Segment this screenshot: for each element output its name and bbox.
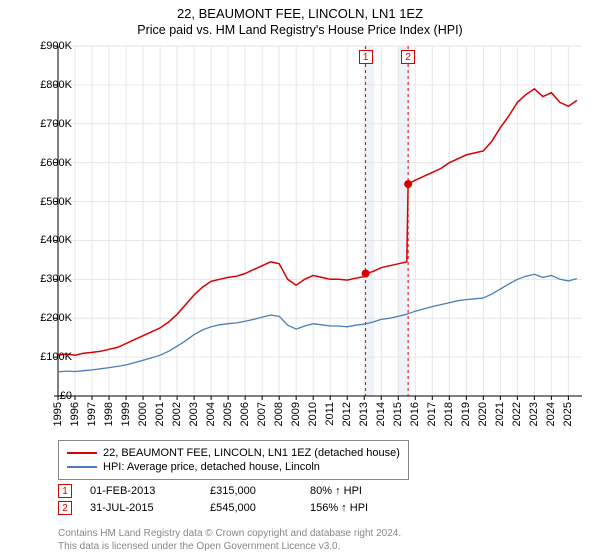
x-tick-label: 2019	[460, 402, 472, 426]
sale-price: £545,000	[210, 502, 310, 514]
x-tick-label: 2017	[426, 402, 438, 426]
x-tick-label: 2008	[273, 402, 285, 426]
x-tick-label: 2004	[205, 402, 217, 426]
x-tick-label: 2020	[477, 402, 489, 426]
legend: 22, BEAUMONT FEE, LINCOLN, LN1 1EZ (deta…	[58, 440, 409, 480]
legend-swatch	[67, 466, 97, 468]
x-tick-label: 2014	[375, 402, 387, 426]
legend-item: 22, BEAUMONT FEE, LINCOLN, LN1 1EZ (deta…	[67, 447, 400, 459]
y-tick-label: £500K	[40, 196, 72, 208]
x-tick-label: 2002	[171, 402, 183, 426]
x-tick-label: 2003	[188, 402, 200, 426]
x-tick-label: 2018	[443, 402, 455, 426]
y-tick-label: £600K	[40, 157, 72, 169]
x-tick-label: 2015	[392, 402, 404, 426]
attribution-line: This data is licensed under the Open Gov…	[58, 541, 401, 554]
sale-price: £315,000	[210, 485, 310, 497]
x-tick-label: 2010	[307, 402, 319, 426]
x-tick-label: 2011	[324, 402, 336, 426]
x-tick-label: 2023	[528, 402, 540, 426]
attribution-line: Contains HM Land Registry data © Crown c…	[58, 528, 401, 541]
sale-date: 01-FEB-2013	[90, 485, 210, 497]
y-tick-label: £900K	[40, 40, 72, 52]
x-tick-label: 1996	[69, 402, 81, 426]
x-tick-label: 1997	[86, 402, 98, 426]
x-tick-label: 2024	[545, 402, 557, 426]
attribution: Contains HM Land Registry data © Crown c…	[58, 528, 401, 553]
x-tick-label: 2005	[222, 402, 234, 426]
x-tick-label: 2022	[511, 402, 523, 426]
x-tick-label: 2012	[341, 402, 353, 426]
sale-marker-icon: 1	[58, 484, 72, 498]
x-tick-label: 2021	[494, 402, 506, 426]
x-tick-label: 2025	[562, 402, 574, 426]
legend-swatch	[67, 452, 97, 454]
x-tick-label: 2016	[409, 402, 421, 426]
chart-container: 22, BEAUMONT FEE, LINCOLN, LN1 1EZ Price…	[0, 0, 600, 560]
y-tick-label: £100K	[40, 351, 72, 363]
x-tick-label: 2009	[290, 402, 302, 426]
sale-row: 1 01-FEB-2013 £315,000 80% ↑ HPI	[58, 484, 410, 498]
sale-marker-icon: 2	[58, 501, 72, 515]
sale-hpi: 156% ↑ HPI	[310, 502, 410, 514]
x-tick-label: 2000	[137, 402, 149, 426]
x-tick-label: 1998	[103, 402, 115, 426]
y-tick-label: £400K	[40, 234, 72, 246]
x-tick-label: 1999	[120, 402, 132, 426]
legend-item: HPI: Average price, detached house, Linc…	[67, 461, 400, 473]
x-tick-label: 2007	[256, 402, 268, 426]
sale-hpi: 80% ↑ HPI	[310, 485, 410, 497]
chart-marker-tab: 1	[359, 50, 373, 64]
sale-date: 31-JUL-2015	[90, 502, 210, 514]
sales-table: 1 01-FEB-2013 £315,000 80% ↑ HPI 2 31-JU…	[58, 484, 410, 518]
y-tick-label: £700K	[40, 118, 72, 130]
y-tick-label: £0	[60, 390, 72, 402]
x-tick-label: 1995	[52, 402, 64, 426]
y-tick-label: £300K	[40, 273, 72, 285]
x-tick-label: 2001	[154, 402, 166, 426]
x-tick-label: 2013	[358, 402, 370, 426]
chart-marker-tab: 2	[401, 50, 415, 64]
legend-label: HPI: Average price, detached house, Linc…	[103, 461, 320, 473]
chart-title: 22, BEAUMONT FEE, LINCOLN, LN1 1EZ	[0, 0, 600, 21]
plot-area	[58, 46, 582, 396]
y-tick-label: £200K	[40, 312, 72, 324]
chart-subtitle: Price paid vs. HM Land Registry's House …	[0, 21, 600, 41]
y-tick-label: £800K	[40, 79, 72, 91]
legend-label: 22, BEAUMONT FEE, LINCOLN, LN1 1EZ (deta…	[103, 447, 400, 459]
x-tick-label: 2006	[239, 402, 251, 426]
sale-row: 2 31-JUL-2015 £545,000 156% ↑ HPI	[58, 501, 410, 515]
